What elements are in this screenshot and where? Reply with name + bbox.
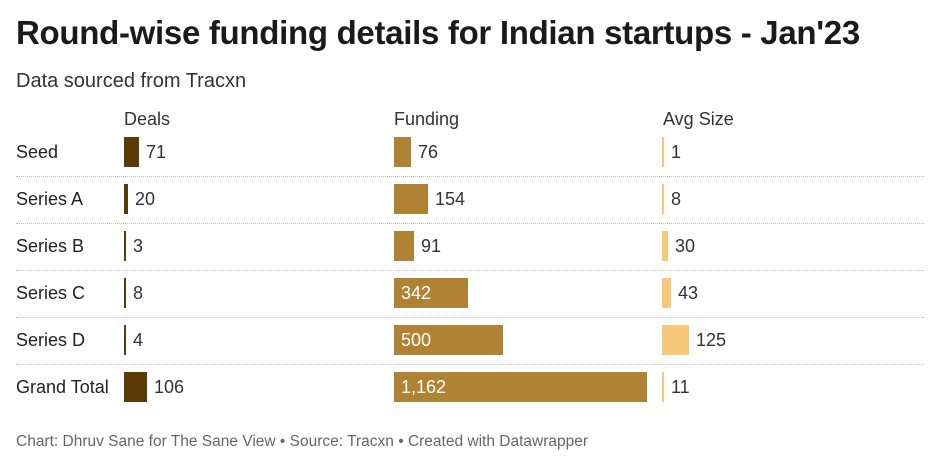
bar-deals-grand-total: [124, 372, 147, 402]
value-funding-series-b: 91: [421, 236, 442, 256]
value-avg-size-series-a: 8: [671, 189, 682, 209]
value-funding-series-d: 500: [401, 330, 432, 350]
bar-deals-series-c: [124, 278, 126, 308]
bar-funding-grand-total: [394, 372, 647, 402]
bar-funding-series-b: [394, 231, 414, 261]
bar-avg-size-seed: [662, 137, 664, 167]
column-header-funding: Funding: [394, 109, 460, 129]
value-deals-series-a: 20: [135, 189, 156, 209]
value-funding-series-a: 154: [435, 189, 466, 209]
row-separator: [16, 270, 924, 271]
value-funding-seed: 76: [418, 142, 439, 162]
chart-footer: Chart: Dhruv Sane for The Sane View • So…: [16, 433, 589, 450]
row-label-seed: Seed: [16, 142, 59, 162]
value-deals-series-b: 3: [133, 236, 144, 256]
row-label-series-b: Series B: [16, 236, 85, 256]
bar-funding-series-a: [394, 184, 428, 214]
column-header-avg-size: Avg Size: [663, 109, 734, 129]
bar-deals-series-a: [124, 184, 128, 214]
bar-avg-size-series-b: [662, 231, 668, 261]
bar-funding-series-c: [394, 278, 468, 308]
row-label-series-d: Series D: [16, 330, 86, 350]
bar-deals-seed: [124, 137, 139, 167]
value-funding-series-c: 342: [401, 283, 432, 303]
value-avg-size-series-d: 125: [696, 330, 727, 350]
bar-avg-size-series-c: [662, 278, 671, 308]
row-separator: [16, 364, 924, 365]
bar-funding-seed: [394, 137, 411, 167]
row-separator: [16, 317, 924, 318]
value-avg-size-series-c: 43: [678, 283, 699, 303]
row-label-series-a: Series A: [16, 189, 84, 209]
bar-funding-series-d: [394, 325, 503, 355]
bar-deals-series-d: [124, 325, 126, 355]
row-label-series-c: Series C: [16, 283, 86, 303]
row-separator: [16, 176, 924, 177]
value-avg-size-seed: 1: [671, 142, 682, 162]
bar-deals-series-b: [124, 231, 126, 261]
value-deals-grand-total: 106: [154, 377, 185, 397]
column-header-deals: Deals: [124, 109, 171, 129]
bar-avg-size-series-a: [662, 184, 664, 214]
value-avg-size-grand-total: 11: [671, 377, 690, 397]
value-deals-seed: 71: [146, 142, 167, 162]
bar-avg-size-grand-total: [662, 372, 664, 402]
row-separator: [16, 223, 924, 224]
chart-subtitle: Data sourced from Tracxn: [16, 70, 247, 92]
value-avg-size-series-b: 30: [675, 236, 696, 256]
value-deals-series-d: 4: [133, 330, 144, 350]
chart-title: Round-wise funding details for Indian st…: [16, 14, 860, 51]
bar-avg-size-series-d: [662, 325, 689, 355]
row-label-grand-total: Grand Total: [16, 377, 109, 397]
value-funding-grand-total: 1,162: [401, 377, 447, 397]
value-deals-series-c: 8: [133, 283, 144, 303]
